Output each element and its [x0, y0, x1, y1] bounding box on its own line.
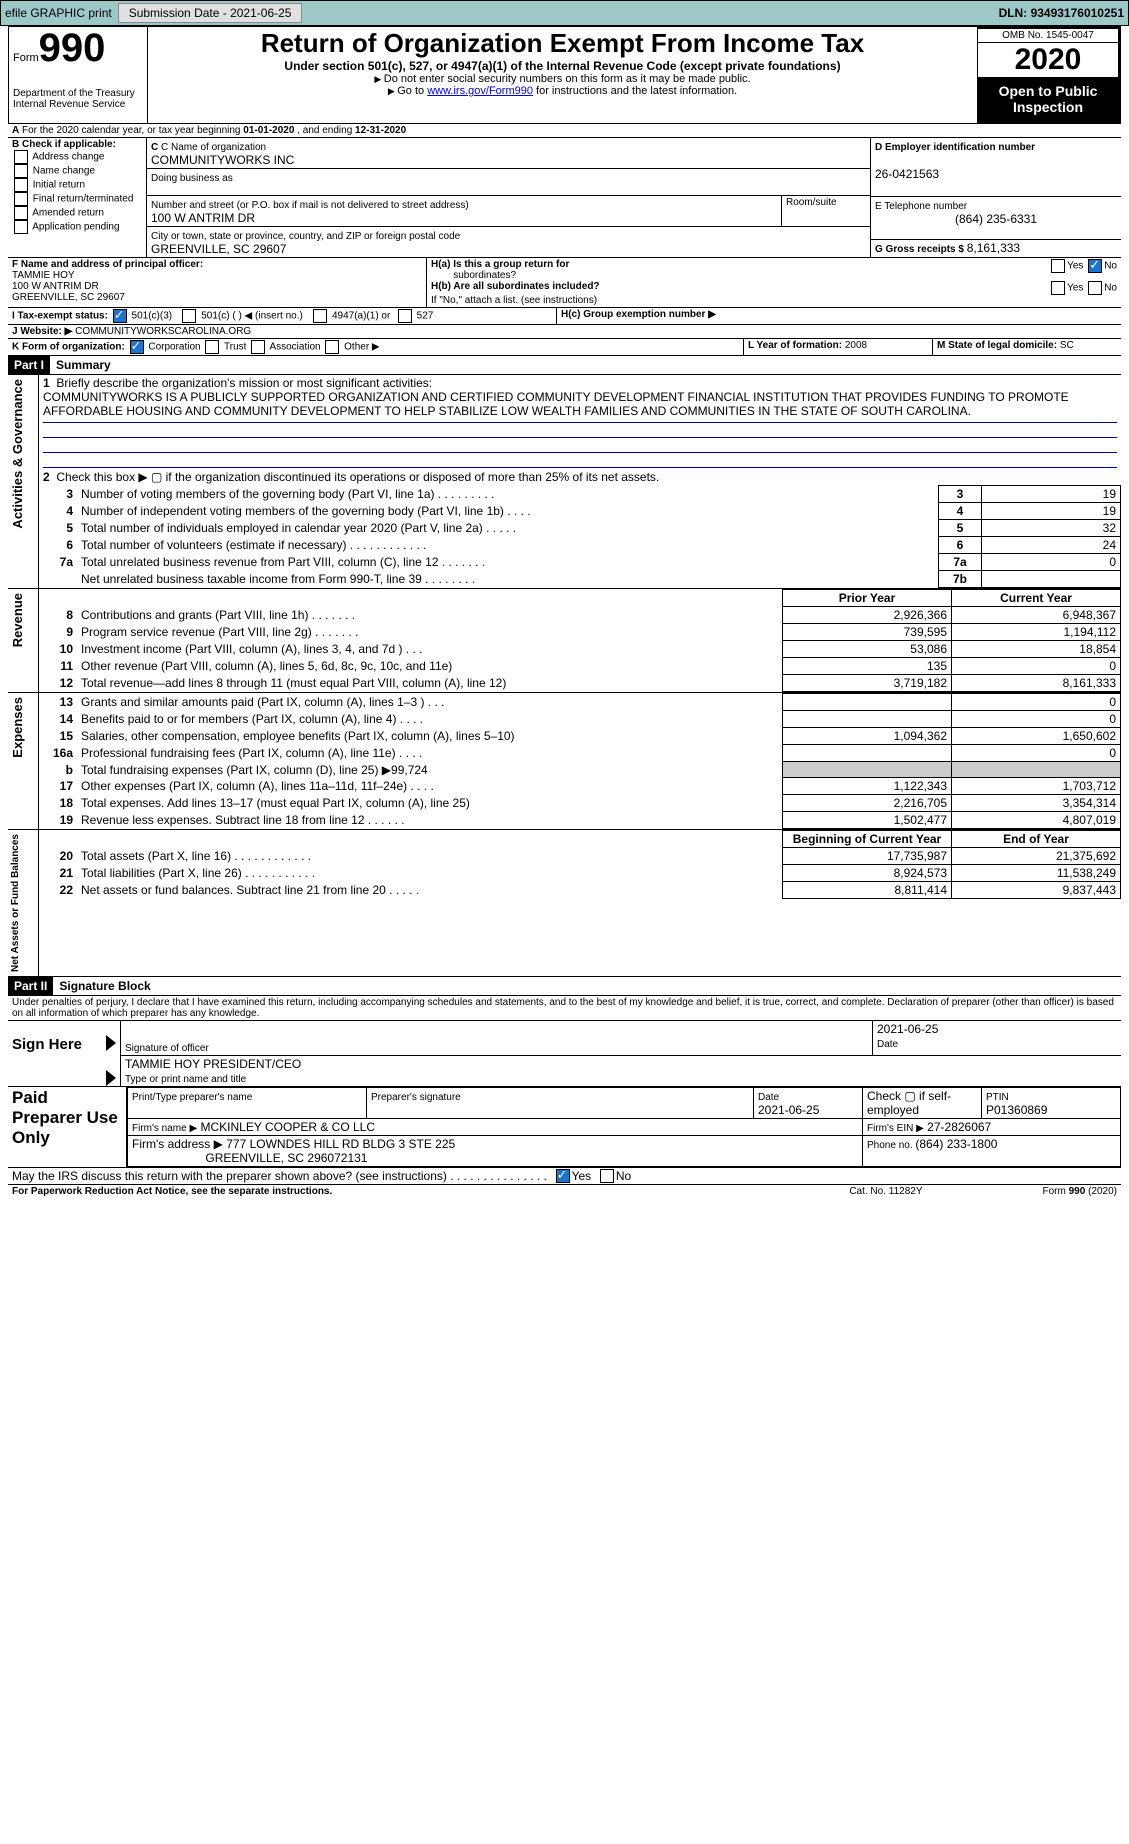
- line-k: K Form of organization: Corporation Trus…: [8, 339, 744, 355]
- addr-label: Number and street (or P.O. box if mail i…: [151, 200, 469, 211]
- section-expenses: Expenses: [8, 693, 27, 762]
- table-row: 18Total expenses. Add lines 13–17 (must …: [39, 795, 1121, 812]
- checkbox-option[interactable]: Name change: [12, 164, 142, 178]
- ssn-note: Do not enter social security numbers on …: [152, 73, 973, 85]
- telephone: (864) 235-6331: [875, 212, 1117, 226]
- self-employed: Check ▢ if self-employed: [863, 1088, 982, 1119]
- sig-arrow-icon: [106, 1070, 116, 1086]
- checkbox-option[interactable]: Initial return: [12, 178, 142, 192]
- line-a: A For the 2020 calendar year, or tax yea…: [8, 124, 1121, 138]
- preparer-name-label: Print/Type preparer's name: [132, 1092, 252, 1103]
- mission-text: COMMUNITYWORKS IS A PUBLICLY SUPPORTED O…: [43, 390, 1069, 418]
- firm-ein: 27-2826067: [927, 1120, 991, 1134]
- irs-label: Internal Revenue Service: [13, 99, 143, 110]
- perjury-declaration: Under penalties of perjury, I declare th…: [8, 996, 1121, 1021]
- checkbox-option[interactable]: Application pending: [12, 220, 142, 234]
- table-row: 12Total revenue—add lines 8 through 11 (…: [39, 675, 1121, 692]
- table-row: 8Contributions and grants (Part VIII, li…: [39, 607, 1121, 624]
- form-header: Form990 Department of the Treasury Inter…: [8, 26, 1121, 124]
- firm-addr1: 777 LOWNDES HILL RD BLDG 3 STE 225: [226, 1137, 455, 1151]
- firm-phone: (864) 233-1800: [915, 1137, 997, 1151]
- table-row: 13Grants and similar amounts paid (Part …: [39, 694, 1121, 711]
- submission-date-button[interactable]: Submission Date - 2021-06-25: [118, 3, 303, 23]
- firm-addr2: GREENVILLE, SC 296072131: [205, 1151, 367, 1165]
- line-l: L Year of formation: 2008: [744, 339, 933, 355]
- preparer-date: 2021-06-25: [758, 1103, 819, 1117]
- omb-number: OMB No. 1545-0047: [978, 29, 1118, 43]
- table-row: 16aProfessional fundraising fees (Part I…: [39, 745, 1121, 762]
- table-row: Net unrelated business taxable income fr…: [39, 571, 1121, 588]
- table-row: 15Salaries, other compensation, employee…: [39, 728, 1121, 745]
- line-hc: H(c) Group exemption number ▶: [557, 308, 1121, 324]
- section-netassets: Net Assets or Fund Balances: [8, 830, 23, 976]
- dept-treasury: Department of the Treasury: [13, 88, 143, 99]
- firm-name: MCKINLEY COOPER & CO LLC: [201, 1120, 376, 1134]
- ein: 26-0421563: [875, 167, 939, 181]
- dln: DLN: 93493176010251: [999, 6, 1124, 20]
- ptin: P01360869: [986, 1103, 1047, 1117]
- e-label: E Telephone number: [875, 201, 967, 212]
- table-row: 20Total assets (Part X, line 16) . . . .…: [39, 848, 1121, 865]
- checkbox-option[interactable]: Final return/terminated: [12, 192, 142, 206]
- form-number: 990: [39, 26, 106, 70]
- instructions-link[interactable]: www.irs.gov/Form990: [427, 85, 533, 97]
- top-toolbar: efile GRAPHIC print Submission Date - 20…: [0, 0, 1129, 26]
- section-h: H(a) Is this a group return for subordin…: [427, 258, 1121, 307]
- sig-officer-label: Signature of officer: [125, 1043, 209, 1054]
- paid-preparer: Paid Preparer Use Only: [12, 1088, 118, 1147]
- gross-receipts: 8,161,333: [967, 241, 1020, 255]
- may-discuss: May the IRS discuss this return with the…: [8, 1168, 1121, 1185]
- table-row: 22Net assets or fund balances. Subtract …: [39, 882, 1121, 899]
- table-row: 14Benefits paid to or for members (Part …: [39, 711, 1121, 728]
- c-label: C C Name of organization: [151, 142, 266, 153]
- org-name: COMMUNITYWORKS INC: [151, 153, 294, 167]
- form-title: Return of Organization Exempt From Incom…: [152, 28, 973, 59]
- section-revenue: Revenue: [8, 589, 27, 651]
- preparer-sig-label: Preparer's signature: [371, 1092, 461, 1103]
- sig-arrow-icon: [106, 1035, 116, 1051]
- table-row: 17Other expenses (Part IX, column (A), l…: [39, 778, 1121, 795]
- table-row: 7aTotal unrelated business revenue from …: [39, 554, 1121, 571]
- table-row: bTotal fundraising expenses (Part IX, co…: [39, 762, 1121, 778]
- officer-name: TAMMIE HOY PRESIDENT/CEO: [125, 1057, 301, 1071]
- org-city: GREENVILLE, SC 29607: [151, 242, 286, 256]
- part2-header: Part IISignature Block: [8, 977, 1121, 996]
- section-f: F Name and address of principal officer:…: [8, 258, 427, 307]
- city-label: City or town, state or province, country…: [151, 231, 460, 242]
- efile-label: efile GRAPHIC print: [5, 6, 112, 20]
- table-row: 19Revenue less expenses. Subtract line 1…: [39, 812, 1121, 829]
- line-i: I Tax-exempt status: 501(c)(3) 501(c) ( …: [8, 308, 557, 324]
- form-subtitle: Under section 501(c), 527, or 4947(a)(1)…: [152, 59, 973, 73]
- table-row: 5Total number of individuals employed in…: [39, 520, 1121, 537]
- org-address: 100 W ANTRIM DR: [151, 211, 255, 225]
- 501c3-checkbox[interactable]: [113, 309, 127, 323]
- part1-header: Part ISummary: [8, 356, 1121, 375]
- checkbox-option[interactable]: Address change: [12, 150, 142, 164]
- g-label: G Gross receipts $: [875, 244, 967, 255]
- dba-label: Doing business as: [151, 173, 233, 184]
- section-governance: Activities & Governance: [8, 375, 27, 533]
- checkbox-option[interactable]: Amended return: [12, 206, 142, 220]
- table-row: 10Investment income (Part VIII, column (…: [39, 641, 1121, 658]
- d-label: D Employer identification number: [875, 142, 1035, 153]
- mission-label: Briefly describe the organization's miss…: [56, 376, 432, 390]
- sign-here: Sign Here: [12, 1036, 82, 1053]
- line2: Check this box ▶ ▢ if the organization d…: [56, 470, 659, 484]
- table-row: 11Other revenue (Part VIII, column (A), …: [39, 658, 1121, 675]
- table-row: 3Number of voting members of the governi…: [39, 486, 1121, 503]
- section-b: B Check if applicable: Address change Na…: [8, 138, 147, 257]
- table-row: 21Total liabilities (Part X, line 26) . …: [39, 865, 1121, 882]
- table-row: 6Total number of volunteers (estimate if…: [39, 537, 1121, 554]
- table-row: 4Number of independent voting members of…: [39, 503, 1121, 520]
- tax-year: 2020: [978, 43, 1118, 77]
- line-m: M State of legal domicile: SC: [933, 339, 1121, 355]
- room-label: Room/suite: [782, 196, 870, 226]
- footer: For Paperwork Reduction Act Notice, see …: [8, 1185, 1121, 1198]
- line-j: J Website: ▶ COMMUNITYWORKSCAROLINA.ORG: [8, 325, 1121, 338]
- open-inspection: Open to Public Inspection: [978, 77, 1118, 121]
- table-row: 9Program service revenue (Part VIII, lin…: [39, 624, 1121, 641]
- sig-date: 2021-06-25: [877, 1022, 938, 1036]
- form-word: Form: [13, 52, 39, 64]
